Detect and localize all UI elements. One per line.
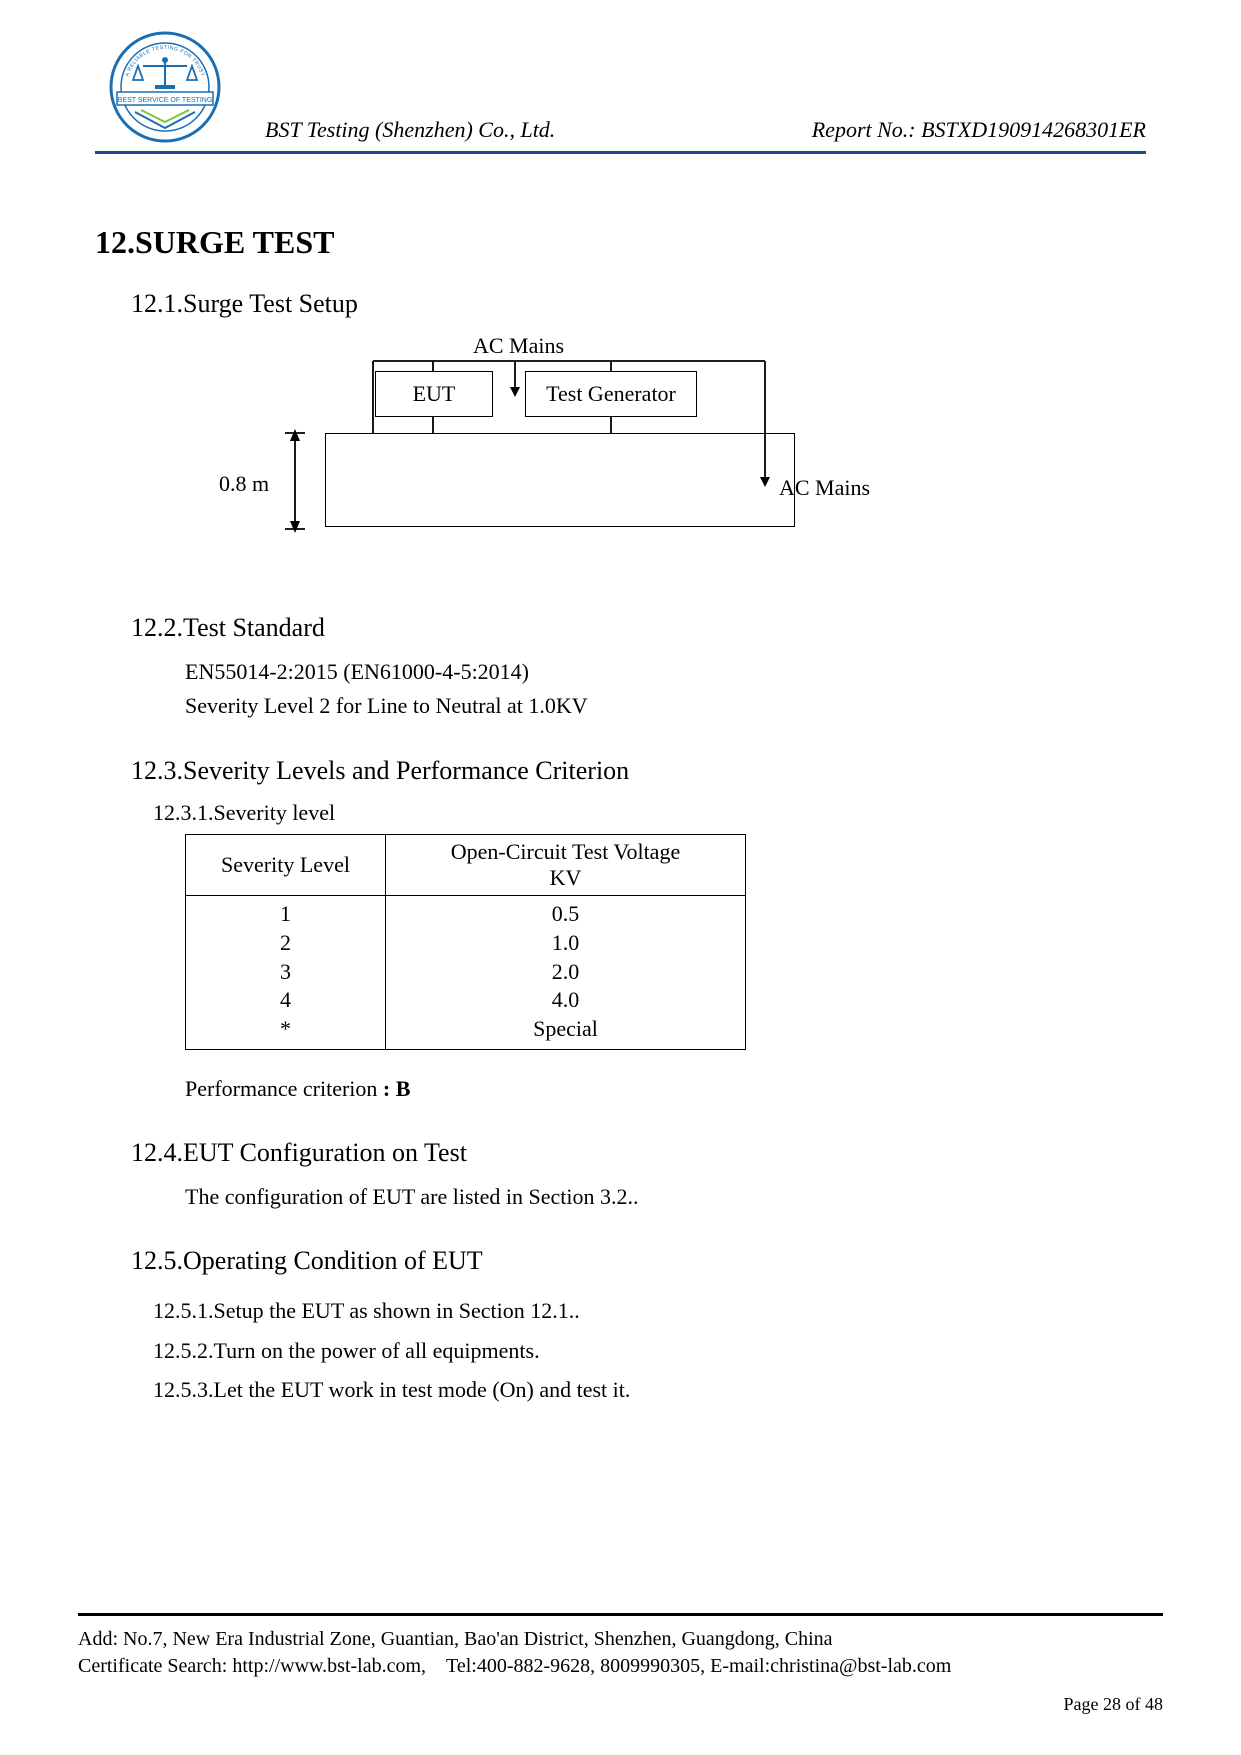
volt-3: 2.0 [394,958,737,987]
th-voltage-line2: KV [394,865,737,891]
heading-12-2: 12.2.Test Standard [131,613,1146,643]
company-logo: A RELIABLE TESTING FOR TRUST BEST SERVIC… [95,30,235,145]
performance-criterion: Performance criterion : B [185,1076,1146,1102]
th-voltage-line1: Open-Circuit Test Voltage [394,839,737,865]
header-text-row: BST Testing (Shenzhen) Co., Ltd. Report … [265,117,1146,145]
report-number: Report No.: BSTXD190914268301ER [812,117,1146,143]
cell-levels: 1 2 3 4 * [186,896,386,1050]
cell-voltages: 0.5 1.0 2.0 4.0 Special [386,896,746,1050]
text-12-2-line1: EN55014-2:2015 (EN61000-4-5:2014) [185,657,1146,687]
volt-special: Special [394,1015,737,1044]
heading-12-4: 12.4.EUT Configuration on Test [131,1138,1146,1168]
volt-4: 4.0 [394,986,737,1015]
severity-level-table: Severity Level Open-Circuit Test Voltage… [185,834,746,1050]
label-ac-mains-right: AC Mains [779,475,870,501]
item-12-5-1: 12.5.1.Setup the EUT as shown in Section… [153,1296,1146,1326]
company-name: BST Testing (Shenzhen) Co., Ltd. [265,117,555,143]
heading-12-5: 12.5.Operating Condition of EUT [131,1246,1146,1276]
item-12-5-3: 12.5.3.Let the EUT work in test mode (On… [153,1375,1146,1405]
performance-value: : B [383,1076,411,1101]
level-star: * [194,1015,377,1044]
th-open-circuit-voltage: Open-Circuit Test Voltage KV [386,835,746,896]
th-severity-level: Severity Level [186,835,386,896]
level-2: 2 [194,929,377,958]
heading-12-1: 12.1.Surge Test Setup [131,289,1146,319]
table-header-row: Severity Level Open-Circuit Test Voltage… [186,835,746,896]
text-12-4: The configuration of EUT are listed in S… [185,1182,1146,1212]
table-body-row: 1 2 3 4 * 0.5 1.0 2.0 4.0 Special [186,896,746,1050]
volt-2: 1.0 [394,929,737,958]
surge-test-setup-diagram: AC Mains EUT Test Generator [205,333,965,563]
heading-12-3: 12.3.Severity Levels and Performance Cri… [131,756,1146,786]
level-3: 3 [194,958,377,987]
item-12-5-2: 12.5.2.Turn on the power of all equipmen… [153,1336,1146,1366]
level-4: 4 [194,986,377,1015]
text-12-2-line2: Severity Level 2 for Line to Neutral at … [185,691,1146,721]
footer-line2: Certificate Search: http://www.bst-lab.c… [78,1653,1163,1680]
section-number: 12. [95,224,135,260]
svg-text:BEST SERVICE OF TESTING: BEST SERVICE OF TESTING [118,97,213,104]
footer-rule [78,1613,1163,1616]
footer-line1: Add: No.7, New Era Industrial Zone, Guan… [78,1626,1163,1653]
page-footer: Add: No.7, New Era Industrial Zone, Guan… [78,1613,1163,1715]
diagram-lines [205,333,965,563]
volt-1: 0.5 [394,900,737,929]
level-1: 1 [194,900,377,929]
page: A RELIABLE TESTING FOR TRUST BEST SERVIC… [0,0,1241,1755]
section-title: 12.SURGE TEST [95,224,1146,261]
performance-label: Performance criterion [185,1076,377,1101]
page-number: Page 28 of 48 [78,1694,1163,1715]
page-header: A RELIABLE TESTING FOR TRUST BEST SERVIC… [95,30,1146,154]
label-height: 0.8 m [219,471,269,497]
heading-12-3-1: 12.3.1.Severity level [153,800,1146,826]
section-name: SURGE TEST [135,224,335,260]
